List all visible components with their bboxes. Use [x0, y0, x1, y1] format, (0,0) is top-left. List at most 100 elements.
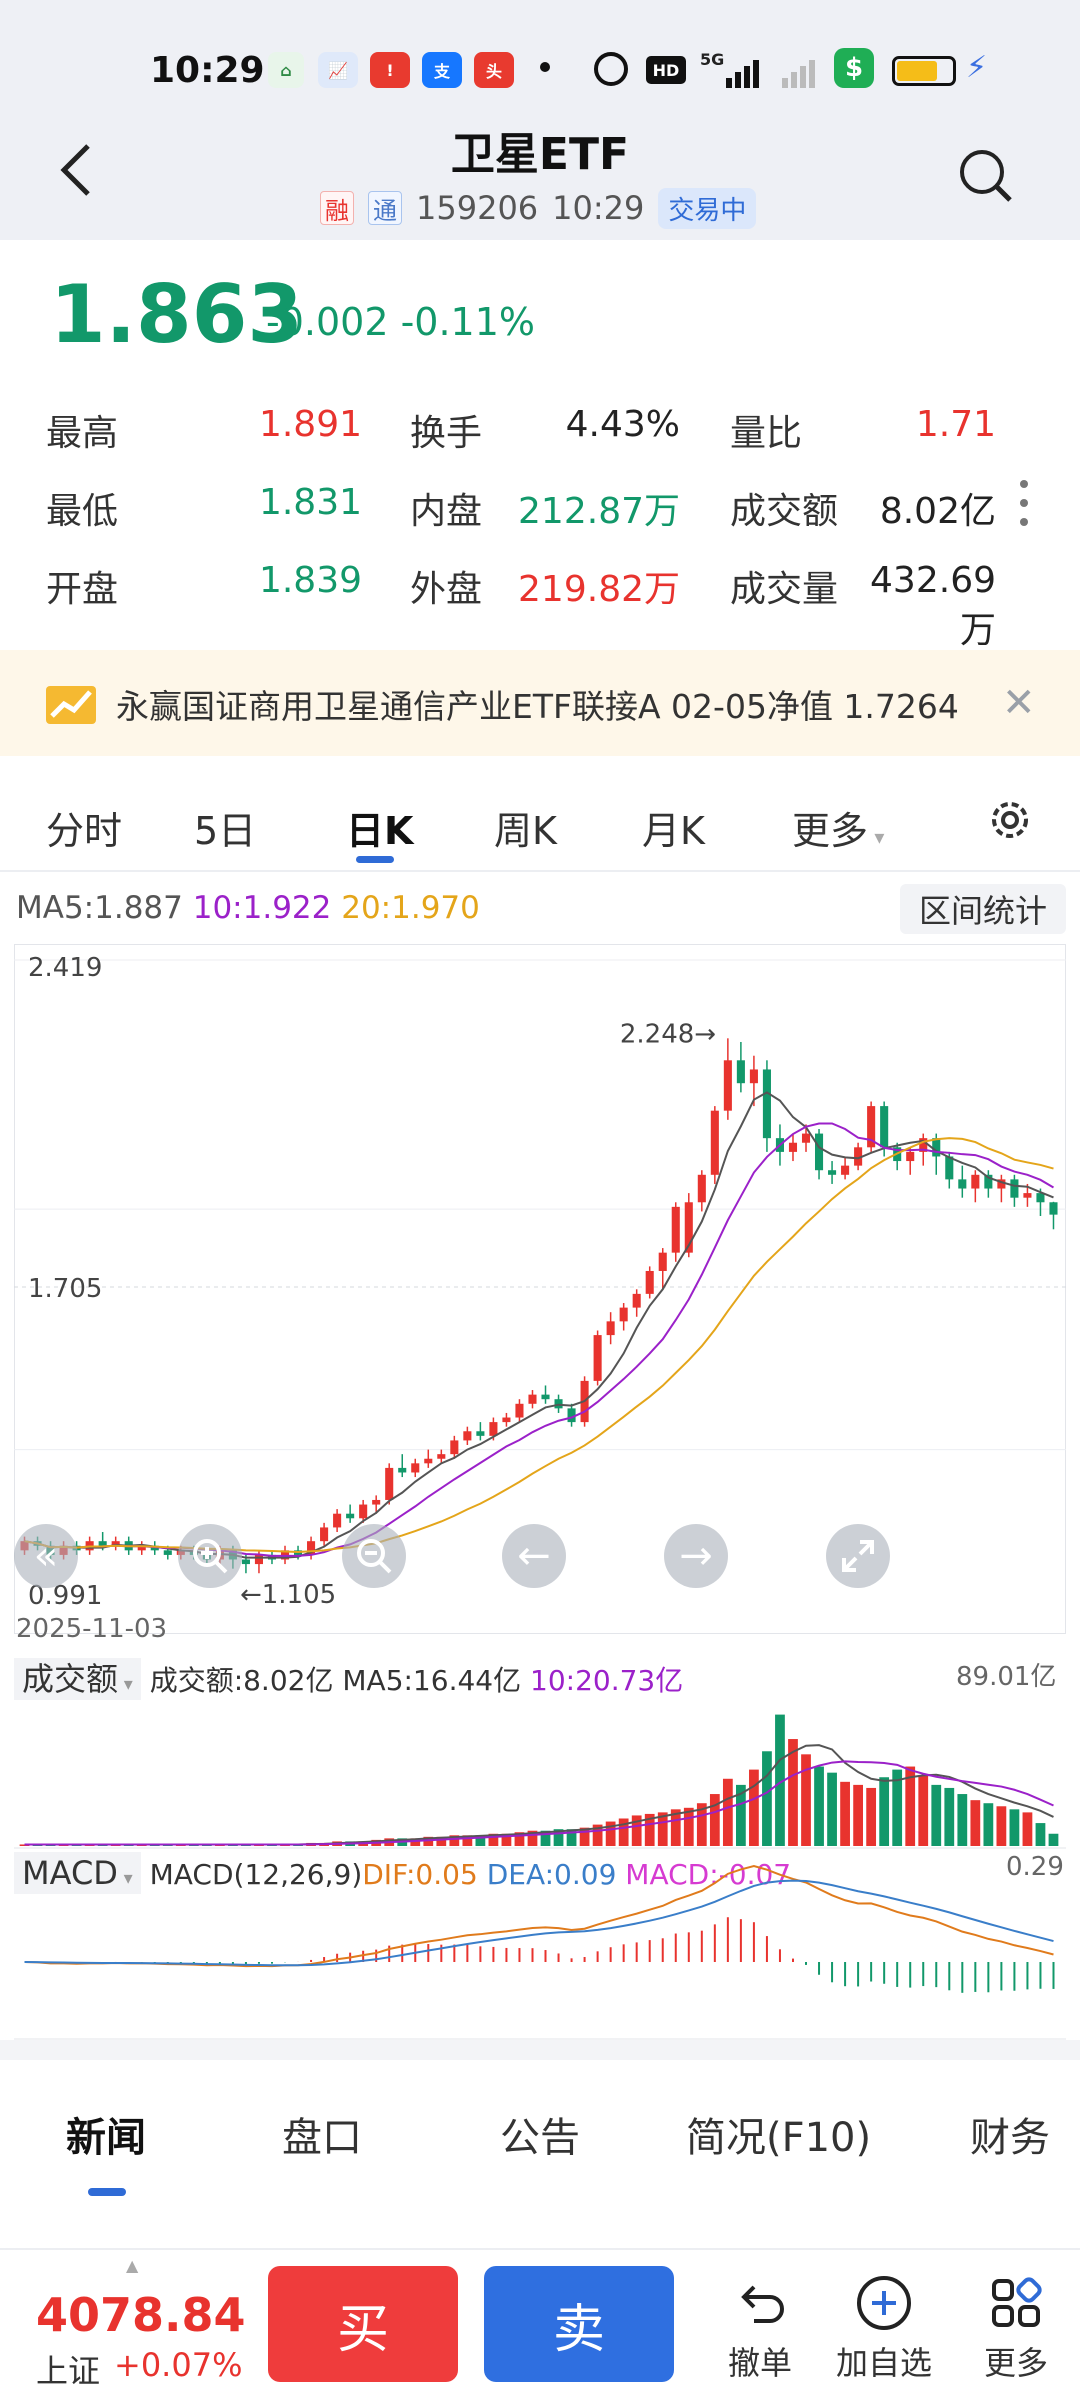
5g-signal-icon [726, 60, 759, 88]
candle-body [98, 1541, 107, 1546]
section-divider [0, 2040, 1080, 2060]
security-subtitle: 融 通 159206 10:29 交易中 [320, 187, 757, 229]
candle-body [320, 1527, 329, 1542]
volume-bar [618, 1818, 629, 1846]
candle-body [489, 1422, 498, 1436]
ma10-value: 10:1.922 [192, 890, 332, 926]
status-time: 10:29 [150, 50, 265, 91]
tab-monthly-k[interactable]: 月K [642, 809, 705, 853]
tab-5day[interactable]: 5日 [194, 809, 257, 853]
zoom-out-icon[interactable] [342, 1524, 406, 1588]
cancel-order-button[interactable]: 撤单 [710, 2268, 810, 2384]
grid-icon [966, 2268, 1066, 2338]
battery-icon [892, 56, 956, 86]
volume-bar [788, 1739, 798, 1846]
connect-tag: 通 [368, 191, 402, 225]
volume-amount: 成交额:8.02亿 [149, 1664, 334, 1697]
volume-bar [970, 1800, 981, 1846]
tab-daily-k[interactable]: 日K [346, 809, 414, 853]
candle-body [619, 1307, 628, 1322]
volume-bar [553, 1829, 564, 1846]
range-stats-button[interactable]: 区间统计 [900, 884, 1066, 934]
add-watchlist-label: 加自选 [835, 2344, 932, 2382]
arrow-right-icon[interactable]: → [664, 1524, 728, 1588]
rewind-button[interactable]: « [14, 1524, 78, 1588]
chevron-down-icon: ▾ [117, 1868, 133, 1889]
news-app-icon: ! [370, 52, 410, 88]
close-icon[interactable]: ✕ [1002, 680, 1036, 726]
tab-news[interactable]: 新闻 [66, 2115, 146, 2161]
volume-bar [683, 1807, 694, 1846]
more-stats-icon[interactable] [1018, 478, 1030, 528]
chart-frame [14, 944, 1066, 1634]
stat-label: 最高 [46, 413, 119, 454]
back-button[interactable] [56, 140, 96, 200]
candle-body [541, 1394, 550, 1400]
volume-bar [736, 1784, 746, 1846]
candle-body [476, 1431, 485, 1436]
volume-bar [1009, 1809, 1020, 1846]
search-icon[interactable] [958, 148, 1014, 204]
tab-weekly-k[interactable]: 周K [494, 809, 557, 853]
signal-icon [782, 60, 815, 88]
candle-body [632, 1293, 641, 1308]
volume-legend: 成交额 ▾ 成交额:8.02亿 MA5:16.44亿 10:20.73亿 [14, 1654, 683, 1700]
volume-bar [853, 1784, 863, 1846]
caret-up-icon: ▲ [126, 2256, 139, 2275]
volume-bar [657, 1812, 668, 1846]
stat-amount: 8.02亿 [879, 491, 996, 532]
chart-start-date: 2025-11-03 [16, 1614, 168, 1644]
volume-bar [501, 1833, 512, 1846]
volume-chart[interactable] [14, 1690, 1066, 1850]
volume-bar [592, 1824, 603, 1846]
candle-body [854, 1147, 863, 1166]
add-watchlist-button[interactable]: 加自选 [834, 2268, 934, 2384]
hd-icon: HD [646, 56, 686, 84]
tab-order-book[interactable]: 盘口 [282, 2115, 362, 2161]
alipay-icon: 支 [422, 52, 462, 88]
stock-app-icon: 📈 [318, 52, 358, 88]
stat-label: 成交量 [730, 569, 839, 610]
index-value[interactable]: 4078.84 [36, 2288, 246, 2342]
volume-bar [801, 1754, 811, 1846]
volume-ma5: MA5:16.44亿 [342, 1664, 522, 1697]
dot-icon [540, 62, 550, 72]
candle-body [137, 1545, 146, 1551]
fullscreen-icon[interactable] [826, 1524, 890, 1588]
gear-icon[interactable] [986, 796, 1034, 848]
zoom-in-icon[interactable] [178, 1524, 242, 1588]
volume-bar [918, 1775, 929, 1846]
volume-selector[interactable]: 成交额 ▾ [14, 1658, 141, 1700]
tab-profile[interactable]: 简况(F10) [686, 2115, 872, 2161]
stat-label: 换手 [410, 413, 483, 454]
sell-button[interactable]: 卖 [484, 2266, 674, 2382]
candle-body [385, 1467, 394, 1500]
trend-icon [46, 686, 96, 724]
arrow-left-icon[interactable]: ← [502, 1524, 566, 1588]
fund-banner[interactable] [0, 650, 1080, 756]
max-price-annotation: 2.248→ [620, 1019, 716, 1049]
volume-bar [840, 1781, 850, 1846]
index-change: +0.07% [114, 2346, 243, 2384]
volume-bar [722, 1778, 733, 1846]
macd-chart[interactable] [14, 1850, 1066, 2040]
tab-financials[interactable]: 财务 [970, 2115, 1050, 2161]
buy-button[interactable]: 买 [268, 2266, 458, 2382]
dea-line [24, 1879, 1054, 1967]
candle-body [333, 1513, 342, 1528]
chevron-down-icon: ▾ [868, 825, 885, 849]
macd-selector[interactable]: MACD ▾ [14, 1852, 141, 1894]
macd-dif: DIF:0.05 [362, 1858, 478, 1891]
volume-bar [423, 1836, 434, 1846]
stat-label: 开盘 [46, 569, 119, 610]
more-button[interactable]: 更多 [966, 2268, 1066, 2384]
tab-announcements[interactable]: 公告 [500, 2115, 580, 2161]
candle-body [372, 1499, 381, 1505]
stat-inner-volume: 212.87万 [518, 491, 680, 532]
tab-more[interactable]: 更多 ▾ [792, 800, 884, 855]
ma20-line [24, 1137, 1054, 1553]
macd-title: MACD [22, 1854, 118, 1892]
tab-timeshare[interactable]: 分时 [46, 809, 123, 853]
candle-body [163, 1550, 172, 1555]
